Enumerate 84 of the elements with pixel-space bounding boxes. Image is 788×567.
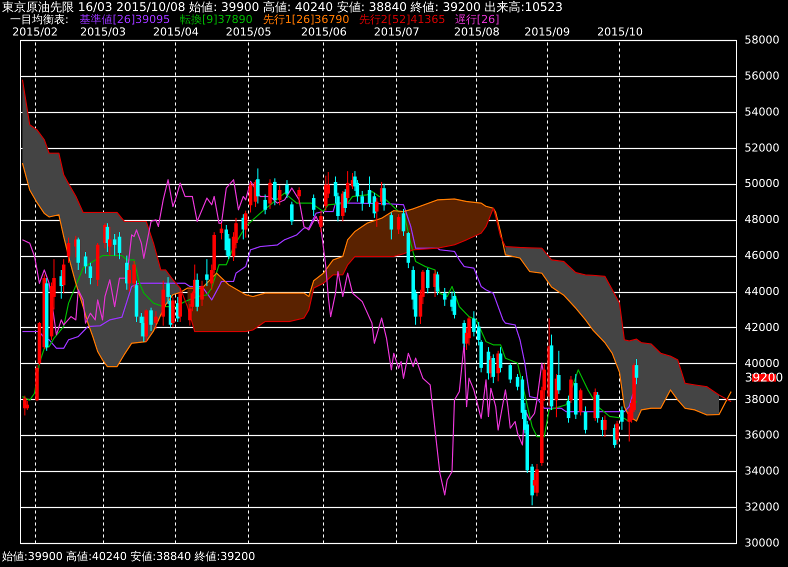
- text: 基準値[26]39095: [80, 13, 170, 26]
- x-tick-label: 2015/06: [301, 26, 347, 38]
- candlestick: [312, 194, 316, 217]
- candlestick: [402, 208, 406, 236]
- candlestick: [569, 375, 573, 404]
- candlestick: [273, 178, 277, 206]
- candlestick: [278, 185, 282, 206]
- candlestick: [319, 210, 323, 233]
- candlestick: [297, 186, 301, 204]
- candlestick: [62, 258, 66, 294]
- candlestick: [390, 212, 394, 240]
- candlestick: [634, 358, 638, 385]
- y-tick-label: 38000: [744, 392, 780, 406]
- candlestick: [596, 392, 600, 424]
- x-tick-label: 2015/05: [226, 26, 272, 38]
- candlestick: [566, 395, 570, 424]
- candlestick: [584, 406, 588, 434]
- y-tick-label: 52000: [744, 141, 780, 154]
- candlestick: [285, 180, 289, 199]
- y-tick-label: 56000: [744, 69, 780, 82]
- y-tick-label: 44000: [744, 285, 780, 298]
- y-tick-label: 34000: [744, 464, 780, 478]
- y-tick-label: 42000: [744, 320, 780, 334]
- candlestick: [84, 251, 88, 274]
- candlestick: [149, 307, 153, 332]
- candlestick: [106, 222, 110, 252]
- candlestick: [442, 287, 446, 306]
- x-tick-label: 2015/04: [152, 26, 199, 38]
- candlestick: [178, 287, 182, 323]
- legend-title: 一目均衡表:: [10, 13, 69, 26]
- y-tick-label: 46000: [744, 249, 780, 262]
- y-tick-label: 30000: [744, 536, 780, 550]
- text: 先行2[52]41365: [358, 13, 446, 26]
- y-tick-label: 54000: [744, 105, 780, 118]
- line-series: [22, 162, 732, 422]
- candlestick: [426, 268, 430, 294]
- candlestick: [508, 362, 512, 384]
- candlestick: [615, 420, 619, 445]
- x-tick-label: 2015/07: [374, 26, 420, 38]
- candlestick: [76, 237, 80, 270]
- candlestick: [88, 262, 92, 285]
- candlestick: [467, 316, 471, 346]
- candlestick: [171, 296, 175, 328]
- x-tick-label: 2015/02: [12, 26, 58, 38]
- x-tick-label: 2015/09: [524, 26, 570, 38]
- candlestick: [375, 198, 379, 228]
- y-tick-label: 32000: [744, 500, 780, 514]
- candlestick: [346, 170, 350, 204]
- text: 転換[9]37890: [180, 13, 253, 26]
- candlestick: [256, 168, 260, 204]
- candlestick: [205, 258, 209, 287]
- text: 先行1[26]36790: [262, 13, 350, 26]
- candlestick: [396, 214, 400, 235]
- candlestick: [268, 178, 272, 210]
- text: 始値:39900 高値:40240 安値:38840 終値:39200: [2, 550, 256, 563]
- candlestick: [200, 280, 204, 306]
- candlestick: [66, 237, 70, 264]
- candlestick: [220, 222, 224, 240]
- y-tick-label: 40000: [744, 356, 780, 370]
- y-tick-label: 48000: [744, 213, 780, 226]
- chart-title: 東京原油先限 16/03 2015/10/08 始値: 39900 高値: 40240 安値: 38840 終値: 39200 出来高:10523: [2, 0, 563, 14]
- line-series: [22, 179, 545, 496]
- x-tick-label: 2015/03: [80, 26, 126, 38]
- candlestick: [557, 350, 561, 394]
- text: 遅行[26]: [454, 13, 500, 26]
- candlestick: [263, 194, 267, 215]
- candlestick: [108, 226, 112, 256]
- candlestick: [382, 183, 386, 212]
- candlestick: [498, 346, 502, 373]
- y-tick-label: 50000: [744, 177, 780, 190]
- candlestick: [603, 414, 607, 438]
- candlestick: [620, 406, 624, 430]
- y-tick-label: 58000: [744, 34, 780, 46]
- y-tick-label: 36000: [744, 428, 780, 442]
- candlestick: [154, 310, 158, 330]
- candlestick: [436, 271, 440, 296]
- candlestick: [360, 190, 364, 212]
- candlestick: [578, 388, 582, 416]
- candlestick: [290, 201, 294, 226]
- candlestick: [244, 210, 248, 238]
- x-tick-label: 2015/10: [597, 26, 643, 38]
- candlestick: [452, 291, 456, 319]
- candlestick: [535, 463, 539, 497]
- x-tick-label: 2015/08: [454, 26, 500, 38]
